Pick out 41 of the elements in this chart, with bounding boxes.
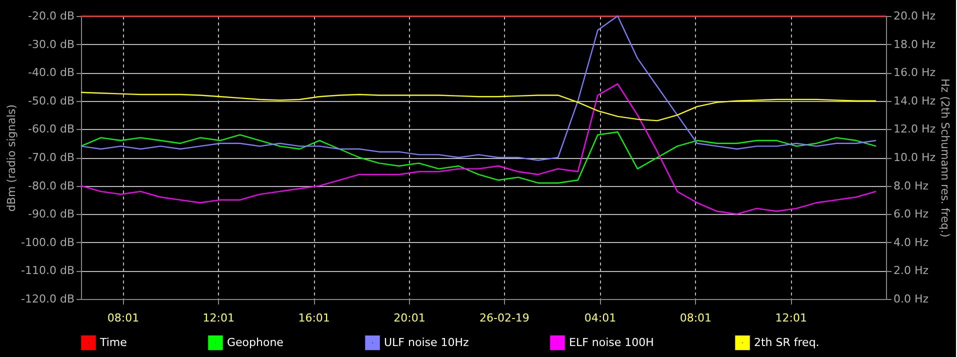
y2-tick-label: 4.0 Hz <box>894 236 929 249</box>
y-axis-title: dBm (radio signals) <box>5 104 18 212</box>
y-tick-label: -40.0 dB <box>28 66 74 80</box>
x-tick-label: 20:01 <box>394 312 426 324</box>
y-tick-label: -100.0 dB <box>21 236 74 249</box>
y2-tick-label: 12.0 Hz <box>894 122 936 136</box>
line-series <box>80 15 877 161</box>
y2-tick-label: 10.0 Hz <box>894 151 936 164</box>
y-tick-label: -80.0 dB <box>28 179 74 192</box>
legend-label: 2th SR freq. <box>754 336 820 349</box>
y-tick-label: -70.0 dB <box>28 151 74 164</box>
y-tick-label: -50.0 dB <box>28 94 74 108</box>
y2-tick-label: 0.0 Hz <box>894 292 929 306</box>
y2-axis-title: Hz (2th Schumann res. freq.) <box>938 78 952 238</box>
y2-tick-label: 6.0 Hz <box>894 208 929 221</box>
x-tick-label: 04:01 <box>584 312 616 324</box>
line-series <box>80 83 877 215</box>
y2-tick-label: 2.0 Hz <box>894 264 929 278</box>
x-tick-label: 08:01 <box>680 312 712 324</box>
x-tick-label: 12:01 <box>775 312 807 324</box>
y2-tick-label: 14.0 Hz <box>894 94 936 108</box>
legend-label: ELF noise 100H <box>569 336 654 349</box>
y-tick-label: -30.0 dB <box>28 38 74 51</box>
y-tick-label: -20.0 dB <box>28 10 74 22</box>
y2-tick-label: 16.0 Hz <box>894 66 936 80</box>
y2-tick-label: 20.0 Hz <box>894 10 936 22</box>
y2-tick-label: 18.0 Hz <box>894 38 936 51</box>
line-series <box>80 131 877 184</box>
y-tick-label: -110.0 dB <box>21 264 74 278</box>
y2-tick-label: 8.0 Hz <box>894 179 929 192</box>
line-series <box>80 92 877 122</box>
legend-label: ULF noise 10Hz <box>384 336 470 349</box>
x-tick-label: 16:01 <box>298 312 330 324</box>
legend-label: Time <box>99 336 128 349</box>
y-tick-label: -120.0 dB <box>21 292 74 306</box>
y-tick-label: -90.0 dB <box>28 208 74 221</box>
x-tick-label: 08:01 <box>107 312 140 324</box>
legend-label: Geophone <box>227 336 284 349</box>
x-tick-label: 12:01 <box>202 312 234 324</box>
y-tick-label: -60.0 dB <box>28 122 74 136</box>
x-tick-label: 26-02-19 <box>480 312 530 324</box>
